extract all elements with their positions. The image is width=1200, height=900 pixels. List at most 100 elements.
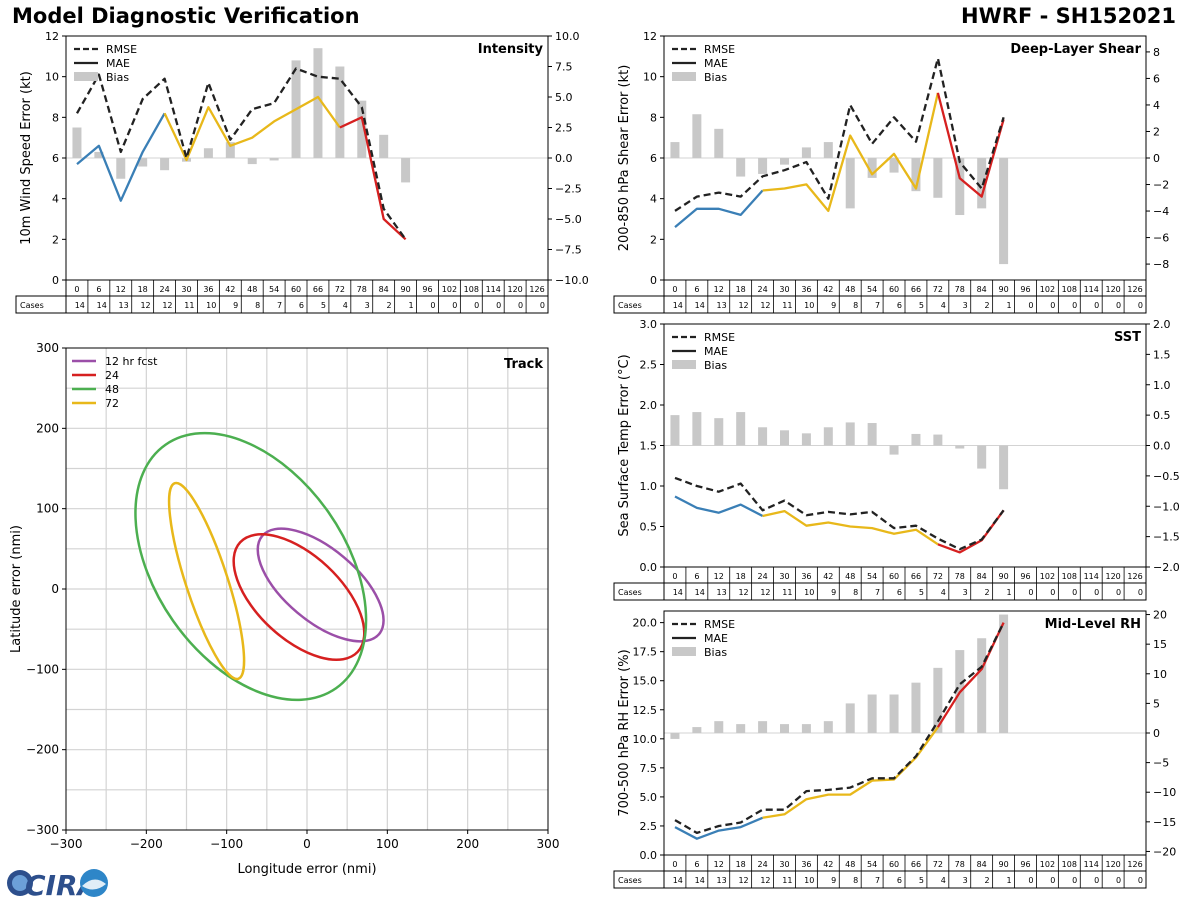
rh-bias-bar <box>911 682 921 733</box>
rh-bias-bar <box>801 724 811 733</box>
intensity-legend-bias-swatch <box>74 72 98 81</box>
rh-mae-line <box>762 726 939 819</box>
shear-table-hour: 0 <box>672 285 677 294</box>
track-ellipse <box>134 431 368 702</box>
rh-bias-bar <box>999 614 1009 733</box>
rh-table-hour: 36 <box>801 860 811 869</box>
intensity-bias-bar <box>94 151 104 158</box>
sst-table-case: 14 <box>673 588 683 597</box>
sst-table-case: 0 <box>1116 588 1121 597</box>
intensity-table-case: 5 <box>321 301 326 310</box>
sst-table-case: 0 <box>1094 588 1099 597</box>
intensity-table-hour: 84 <box>379 285 389 294</box>
rh-legend-bias-swatch <box>672 647 696 656</box>
shear-table-case: 11 <box>782 301 792 310</box>
rh-mae-line <box>674 816 764 840</box>
sst-bias-bar <box>955 445 965 449</box>
sst-y2tick-label: −1.0 <box>1153 500 1180 513</box>
sst-cases-table: Cases01461412131812241230113610429488547… <box>613 566 1147 601</box>
track-xlabel: Longitude error (nmi) <box>237 862 376 877</box>
shear-bias-bar <box>670 142 680 158</box>
intensity-y2tick-label: 2.5 <box>555 122 573 135</box>
shear-table-case: 6 <box>897 301 902 310</box>
rh-table-case: 4 <box>941 876 946 885</box>
sst-table-hour: 108 <box>1062 572 1077 581</box>
shear-y2tick-label: 8 <box>1153 46 1160 59</box>
shear-bias-bar <box>736 158 746 177</box>
intensity-table-hour: 72 <box>335 285 345 294</box>
sst-mae-line <box>937 509 1005 554</box>
sst-bias-bar <box>692 412 702 446</box>
shear-ylabel: 200-850 hPa Shear Error (kt) <box>617 65 632 252</box>
intensity-ytick-label: 10 <box>45 71 59 84</box>
shear-mae-line <box>762 92 940 213</box>
rh-table-case: 8 <box>853 876 858 885</box>
rh-table-case: 2 <box>985 876 990 885</box>
sst-bias-bar <box>977 445 987 469</box>
sst-table-case: 2 <box>985 588 990 597</box>
intensity-y2tick-label: −5.0 <box>555 213 582 226</box>
shear-table-case: 4 <box>941 301 946 310</box>
track-title: Track <box>504 357 543 372</box>
shear-bias-bar <box>955 158 965 216</box>
sst-table-case: 10 <box>804 588 814 597</box>
intensity-ytick-label: 12 <box>45 30 59 43</box>
rh-bias-bar <box>867 694 877 733</box>
track-legend-label: 12 hr fcst <box>105 355 158 368</box>
rh-table-case: 12 <box>738 876 748 885</box>
sst-y2tick-label: 1.0 <box>1153 379 1171 392</box>
rh-ytick-label: 20.0 <box>633 617 658 630</box>
shear-ytick-label: 12 <box>643 30 657 43</box>
rh-mae-line <box>936 622 1005 728</box>
intensity-table-hour: 90 <box>400 285 410 294</box>
sst-mae-line <box>674 495 764 518</box>
track-xtick-label: −200 <box>130 837 163 851</box>
intensity-table-row-label: Cases <box>20 301 44 310</box>
track-legend-label: 72 <box>105 397 119 410</box>
track-ellipse <box>167 481 246 681</box>
rh-legend-rmse-label: RMSE <box>704 618 735 631</box>
rh-bias-bar <box>670 733 680 739</box>
sst-table-hour: 54 <box>867 572 877 581</box>
rh-table-case: 0 <box>1050 876 1055 885</box>
rh-ytick-label: 15.0 <box>633 675 658 688</box>
rh-bias-bar <box>977 638 987 733</box>
intensity-table-case: 9 <box>233 301 238 310</box>
intensity-table-case: 1 <box>408 301 413 310</box>
track-ytick-label: 100 <box>36 502 59 516</box>
intensity-table-hour: 48 <box>247 285 257 294</box>
sst-bias-bar <box>801 433 811 446</box>
intensity-table-hour: 42 <box>225 285 235 294</box>
intensity-bias-bar <box>138 158 148 167</box>
sst-bias-bar <box>823 427 833 446</box>
rh-table-hour: 54 <box>867 860 877 869</box>
intensity-ytick-label: 0 <box>52 274 59 287</box>
sst-ytick-label: 2.0 <box>640 399 658 412</box>
sst-bias-bar <box>867 423 877 446</box>
shear-y2tick-label: 0 <box>1153 152 1160 165</box>
shear-table-hour: 54 <box>867 285 877 294</box>
rh-panel: 0.0 2.5 5.0 7.5 10.0 12.5 15.0 17.5 20.0 −20 −15 −1… <box>613 609 1176 889</box>
sst-table-case: 0 <box>1138 588 1143 597</box>
shear-ytick-label: 8 <box>650 111 657 124</box>
shear-bias-bar <box>758 158 768 174</box>
rh-y2tick-label: 20 <box>1153 609 1167 622</box>
shear-table-hour: 90 <box>998 285 1008 294</box>
globe-inner-icon <box>12 875 28 891</box>
intensity-table-hour: 6 <box>96 285 101 294</box>
track-ytick-label: 300 <box>36 341 59 355</box>
shear-table-case: 0 <box>1094 301 1099 310</box>
track-xtick-label: 0 <box>303 837 311 851</box>
rh-table-case: 0 <box>1028 876 1033 885</box>
sst-table-hour: 36 <box>801 572 811 581</box>
rh-table-hour: 120 <box>1105 860 1120 869</box>
shear-y2tick-label: −8 <box>1153 258 1169 271</box>
sst-ytick-label: 0.5 <box>640 521 658 534</box>
sst-panel: 0.0 0.5 1.0 1.5 2.0 2.5 3.0 −2.0 −1.5 −1.0 −0.5 0.0… <box>613 318 1180 601</box>
shear-table-case: 2 <box>985 301 990 310</box>
seal-wave-icon <box>82 879 106 890</box>
intensity-table-case: 10 <box>206 301 216 310</box>
track-ellipse <box>256 527 385 643</box>
shear-bias-bar <box>714 128 724 158</box>
shear-table-hour: 102 <box>1040 285 1055 294</box>
